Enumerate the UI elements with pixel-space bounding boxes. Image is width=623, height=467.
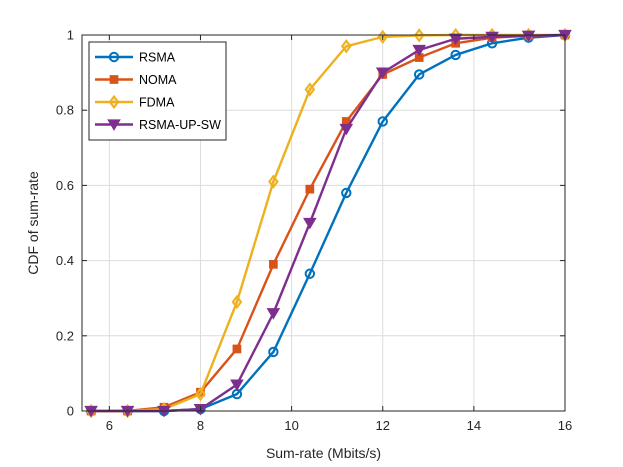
data-point-noma [232,344,242,354]
legend-item-fdma: FDMA [95,94,175,110]
data-point-rsma-up-sw [303,217,317,230]
data-point-rsma [341,187,352,199]
data-point-fdma [340,39,352,54]
data-point-fdma [304,82,316,97]
data-point-rsma-up-sw [375,67,390,80]
y-tick-label: 0.8 [56,103,74,118]
y-tick-label: 0.2 [56,328,74,343]
legend-marker-fdma [108,94,120,110]
legend-marker-rsma [108,51,120,63]
data-point-rsma-up-sw [266,308,281,320]
x-axis-label: Sum-rate (Mbits/s) [266,445,381,461]
legend-label: RSMA-UP-SW [139,118,221,132]
x-tick-label: 16 [558,418,572,433]
data-point-noma [269,260,278,269]
data-point-rsma [268,346,279,358]
legend-marker-rsma-up-sw [107,119,121,131]
legend-label: FDMA [139,96,175,110]
data-point-rsma-up-sw [521,30,536,43]
series-line-noma [91,33,566,413]
y-tick-label: 0 [67,404,74,419]
legend: RSMA NOMA FDMA RSMA-UP-SW [88,41,227,141]
data-point-rsma [304,268,316,279]
legend-label: RSMA [139,51,176,65]
data-point-noma [305,184,315,194]
y-axis-label: CDF of sum-rate [25,171,41,275]
legend-item-noma: NOMA [95,73,177,87]
data-point-rsma [450,49,461,61]
data-point-rsma [413,69,425,80]
x-tick-label: 10 [284,418,298,433]
data-point-rsma-up-sw [230,379,244,392]
x-tick-label: 14 [467,418,481,433]
legend-marker-noma [109,75,119,84]
y-tick-label: 1 [67,28,74,43]
x-tick-label: 8 [197,418,204,433]
data-point-rsma-up-sw [412,44,427,57]
legend-label: NOMA [139,73,177,87]
ticks: 6 8 10 12 14 16 0 0.2 0.4 0.6 0.8 1 [56,28,572,434]
legend-item-rsma-up-sw: RSMA-UP-SW [95,118,221,132]
x-tick-label: 12 [376,418,390,433]
legend-item-rsma: RSMA [95,51,176,65]
data-point-fdma [268,174,279,189]
data-point-fdma [231,294,243,310]
data-point-rsma-up-sw [448,33,463,46]
data-point-rsma [377,116,388,127]
y-tick-label: 0.6 [56,178,74,193]
data-point-fdma [195,386,206,402]
y-tick-label: 0.4 [56,253,74,268]
data-point-rsma-up-sw [339,123,354,136]
plot-frame [81,34,566,412]
x-tick-label: 6 [106,418,113,433]
